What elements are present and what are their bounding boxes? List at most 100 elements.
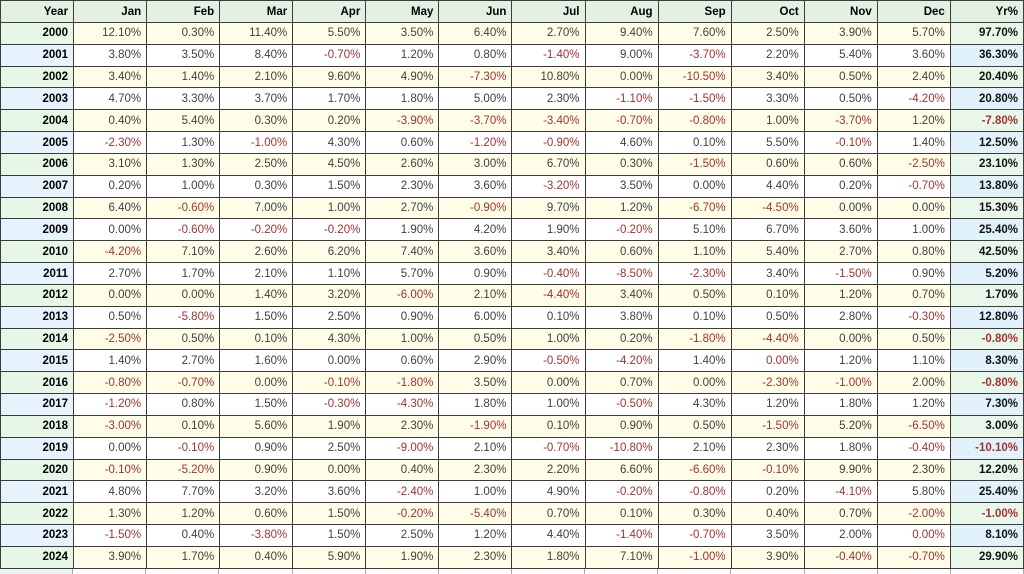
- year-cell-2005: 2005: [0, 131, 75, 154]
- cell-2009-apr: -0.20%: [292, 218, 367, 242]
- cell-2010-sep: 1.10%: [657, 240, 732, 264]
- col-header-jan: Jan: [73, 0, 148, 23]
- cell-2006-sep: -1.50%: [657, 152, 732, 176]
- cell-2004-may: -3.90%: [365, 109, 440, 133]
- cell-2003-sep: -1.50%: [657, 87, 732, 111]
- cell-2008-jan: 6.40%: [73, 196, 148, 220]
- cell-2017-dec: 1.20%: [876, 393, 951, 416]
- year-cell-2015: 2015: [0, 349, 75, 373]
- partial-cell-apr: [293, 569, 366, 574]
- cell-2017-jun: 1.80%: [438, 393, 513, 416]
- cell-2010-jun: 3.60%: [438, 240, 513, 264]
- cell-2021-yr-total: 25.40%: [949, 480, 1024, 504]
- cell-2004-yr-total: -7.80%: [949, 109, 1024, 133]
- table-row-2023: 2023 -1.50% 0.40% -3.80% 1.50% 2.50% 1.20% 4.40…: [0, 524, 1024, 547]
- cell-2023-jul: 4.40%: [511, 524, 586, 547]
- cell-2023-oct: 3.50%: [730, 524, 805, 547]
- cell-2009-jul: 1.90%: [511, 218, 586, 242]
- cell-2017-nov: 1.80%: [803, 393, 878, 416]
- cell-2020-dec: 2.30%: [876, 458, 951, 482]
- cell-2012-yr-total: 1.70%: [949, 283, 1024, 307]
- cell-2008-dec: 0.00%: [876, 196, 951, 220]
- cell-2009-sep: 5.10%: [657, 218, 732, 242]
- cell-2014-dec: 0.50%: [876, 327, 951, 351]
- year-cell-2017: 2017: [0, 393, 75, 416]
- cell-2014-may: 1.00%: [365, 327, 440, 351]
- cell-2013-yr-total: 12.80%: [949, 305, 1024, 329]
- cell-2024-jan: 3.90%: [73, 545, 148, 570]
- year-cell-2013: 2013: [0, 305, 75, 329]
- cell-2004-jan: 0.40%: [73, 109, 148, 133]
- cell-2020-yr-total: 12.20%: [949, 458, 1024, 482]
- partial-cell-year: [0, 569, 74, 574]
- cell-2000-feb: 0.30%: [146, 22, 221, 45]
- cell-2002-may: 4.90%: [365, 65, 440, 89]
- cell-2006-may: 2.60%: [365, 152, 440, 176]
- cell-2003-jan: 4.70%: [73, 87, 148, 111]
- cell-2011-nov: -1.50%: [803, 262, 878, 285]
- cell-2017-oct: 1.20%: [730, 393, 805, 416]
- cell-2019-feb: -0.10%: [146, 436, 221, 460]
- cell-2000-may: 3.50%: [365, 22, 440, 45]
- cell-2009-oct: 6.70%: [730, 218, 805, 242]
- cell-2020-apr: 0.00%: [292, 458, 367, 482]
- cell-2023-may: 2.50%: [365, 524, 440, 547]
- cell-2021-jun: 1.00%: [438, 480, 513, 504]
- cell-2008-nov: 0.00%: [803, 196, 878, 220]
- col-header-dec: Dec: [876, 0, 951, 23]
- cell-2016-jul: 0.00%: [511, 371, 586, 395]
- cell-2014-mar: 0.10%: [219, 327, 294, 351]
- cell-2007-dec: -0.70%: [876, 174, 951, 198]
- cell-2021-may: -2.40%: [365, 480, 440, 504]
- cell-2013-feb: -5.80%: [146, 305, 221, 329]
- cell-2017-mar: 1.50%: [219, 393, 294, 416]
- partial-cell-yr: [951, 569, 1024, 574]
- partial-cell-jan: [73, 569, 147, 574]
- cell-2012-may: -6.00%: [365, 283, 440, 307]
- cell-2000-jun: 6.40%: [438, 22, 513, 45]
- cell-2019-sep: 2.10%: [657, 436, 732, 460]
- table-row-2006: 2006 3.10% 1.30% 2.50% 4.50% 2.60% 3.00% 6.70% 0…: [0, 152, 1024, 176]
- cell-2018-sep: 0.50%: [657, 414, 732, 438]
- cell-2009-feb: -0.60%: [146, 218, 221, 242]
- table-row-2007: 2007 0.20% 1.00% 0.30% 1.50% 2.30% 3.60% -3.20%…: [0, 174, 1024, 198]
- cell-2018-dec: -6.50%: [876, 414, 951, 438]
- cell-2001-apr: -0.70%: [292, 43, 367, 67]
- cell-2011-sep: -2.30%: [657, 262, 732, 285]
- cell-2021-apr: 3.60%: [292, 480, 367, 504]
- cell-2010-dec: 0.80%: [876, 240, 951, 264]
- cell-2024-jun: 2.30%: [438, 545, 513, 570]
- cell-2011-jun: 0.90%: [438, 262, 513, 285]
- cell-2016-apr: -0.10%: [292, 371, 367, 395]
- cell-2016-sep: 0.00%: [657, 371, 732, 395]
- cell-2001-yr-total: 36.30%: [949, 43, 1024, 67]
- cell-2018-aug: 0.90%: [584, 414, 659, 438]
- cell-2017-apr: -0.30%: [292, 393, 367, 416]
- cell-2013-sep: 0.10%: [657, 305, 732, 329]
- cell-2013-apr: 2.50%: [292, 305, 367, 329]
- cell-2014-apr: 4.30%: [292, 327, 367, 351]
- cell-2012-dec: 0.70%: [876, 283, 951, 307]
- cell-2016-feb: -0.70%: [146, 371, 221, 395]
- cell-2001-feb: 3.50%: [146, 43, 221, 67]
- cell-2005-aug: 4.60%: [584, 131, 659, 154]
- cell-2015-dec: 1.10%: [876, 349, 951, 373]
- table-row-2020: 2020 -0.10% -5.20% 0.90% 0.00% 0.40% 2.30% 2.20…: [0, 458, 1024, 482]
- cell-2011-aug: -8.50%: [584, 262, 659, 285]
- cell-2007-may: 2.30%: [365, 174, 440, 198]
- table-row-2003: 2003 4.70% 3.30% 3.70% 1.70% 1.80% 5.00% 2.30% -…: [0, 87, 1024, 111]
- cell-2016-jun: 3.50%: [438, 371, 513, 395]
- cell-2014-nov: 0.00%: [803, 327, 878, 351]
- cell-2014-yr-total: -0.80%: [949, 327, 1024, 351]
- cell-2006-nov: 0.60%: [803, 152, 878, 176]
- cell-2007-jan: 0.20%: [73, 174, 148, 198]
- year-cell-2022: 2022: [0, 502, 75, 526]
- partial-cell-nov: [805, 569, 878, 574]
- cell-2019-jul: -0.70%: [511, 436, 586, 460]
- cell-2004-sep: -0.80%: [657, 109, 732, 133]
- cell-2010-nov: 2.70%: [803, 240, 878, 264]
- cell-2001-jun: 0.80%: [438, 43, 513, 67]
- cell-2000-dec: 5.70%: [876, 22, 951, 45]
